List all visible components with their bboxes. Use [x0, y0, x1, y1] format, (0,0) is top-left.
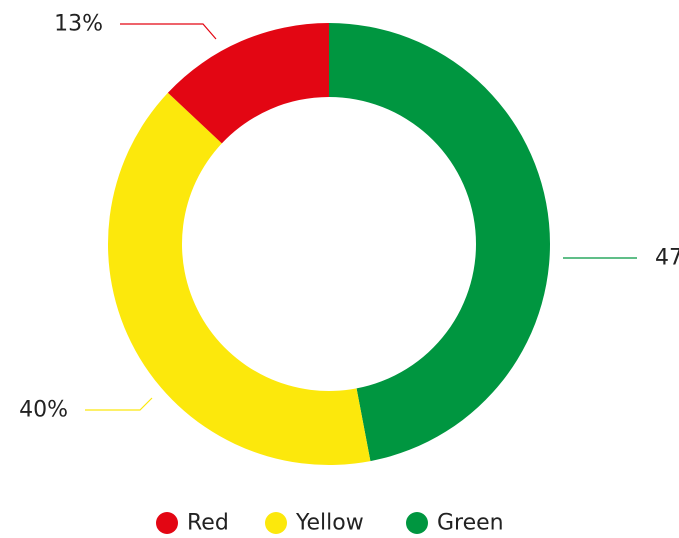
legend-marker-green: [406, 512, 428, 534]
slice-red: [167, 23, 329, 144]
legend-label-green: Green: [437, 511, 504, 536]
slice-yellow: [107, 92, 371, 465]
percentage-labels: 13% 40% 47%: [19, 12, 679, 423]
slice-green: [329, 22, 551, 462]
legend-label-yellow: Yellow: [295, 511, 364, 536]
leader-line-red: [120, 23, 217, 40]
leader-lines: [85, 23, 637, 411]
leader-line-yellow: [85, 397, 153, 411]
pct-label-red: 13%: [54, 12, 103, 37]
legend-label-red: Red: [187, 511, 229, 536]
legend-marker-yellow: [265, 512, 287, 534]
pct-label-yellow: 40%: [19, 398, 68, 423]
pct-label-green: 47%: [655, 246, 679, 271]
donut-slices: [107, 22, 551, 465]
legend: Red Yellow Green: [156, 511, 504, 536]
legend-marker-red: [156, 512, 178, 534]
